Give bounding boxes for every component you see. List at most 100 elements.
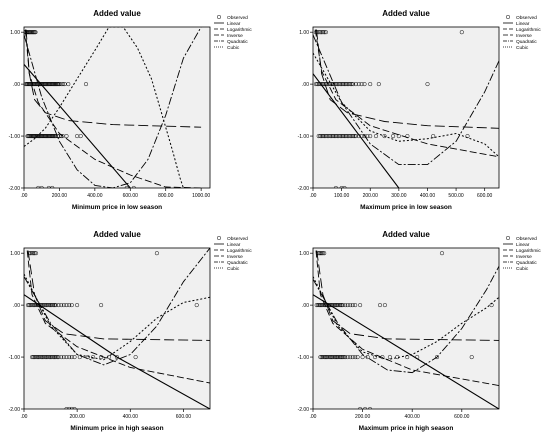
observed-point — [27, 303, 32, 308]
observed-point — [67, 303, 72, 308]
fit-line-quadratic — [313, 265, 499, 374]
observed-point — [61, 303, 66, 308]
observed-point — [29, 355, 35, 360]
observed-point — [340, 82, 346, 87]
observed-point — [349, 134, 354, 139]
observed-point — [91, 355, 96, 360]
chart-title: Added value — [93, 9, 141, 18]
fit-line-logarithmic — [24, 29, 202, 188]
observed-point — [43, 303, 48, 308]
observed-point — [348, 303, 353, 308]
observed-point — [33, 30, 38, 35]
observed-point — [346, 134, 351, 139]
plot-frame — [23, 26, 211, 189]
observed-point — [37, 355, 42, 360]
chart-title: Added value — [382, 9, 430, 18]
observed-point — [316, 134, 321, 139]
observed-point — [343, 82, 348, 87]
y-tick-label: -1.00 — [298, 355, 310, 361]
observed-point — [29, 303, 35, 308]
fit-line-inverse — [316, 250, 499, 341]
observed-point — [64, 406, 69, 409]
observed-point — [59, 134, 64, 139]
observed-point — [338, 82, 343, 87]
observed-point — [59, 303, 64, 308]
observed-point — [64, 303, 69, 308]
observed-point — [319, 251, 324, 256]
x-tick-label: 400.00 — [405, 414, 421, 420]
observed-point — [325, 82, 330, 87]
observed-point — [345, 355, 350, 360]
observed-point — [36, 355, 41, 360]
y-tick-label: -2.00 — [298, 407, 310, 413]
observed-point — [33, 303, 39, 308]
legend-label-inverse: Inverse — [227, 254, 243, 260]
legend: ObservedLinearLogarithmicInverseQuadrati… — [214, 236, 252, 272]
observed-point — [33, 251, 39, 256]
observed-point — [40, 303, 45, 308]
observed-point — [377, 303, 383, 308]
x-tick-label: 200.00 — [69, 414, 85, 420]
observed-point — [319, 30, 324, 35]
observed-point — [342, 134, 347, 139]
observed-point — [67, 406, 72, 409]
observed-points — [314, 251, 494, 409]
x-tick-label: 100.00 — [334, 193, 350, 199]
observed-point — [49, 355, 54, 360]
observed-point — [415, 355, 420, 360]
observed-point — [59, 355, 64, 360]
observed-point — [382, 134, 387, 139]
observed-point — [25, 303, 31, 308]
legend-label-linear: Linear — [227, 242, 241, 248]
observed-point — [365, 355, 370, 360]
legend-label-quadratic: Quadratic — [516, 39, 537, 45]
observed-point — [154, 251, 159, 256]
x-tick-label: 1000.00 — [192, 193, 210, 199]
fit-line-cubic — [24, 273, 210, 361]
observed-point — [320, 251, 325, 256]
fit-line-cubic — [24, 27, 184, 188]
y-tick-label: -1.00 — [298, 134, 310, 140]
observed-point — [56, 355, 61, 360]
observed-point — [335, 134, 340, 139]
observed-point — [51, 303, 56, 308]
fit-line-inverse — [25, 29, 202, 128]
legend-marker-observed — [505, 235, 511, 241]
observed-point — [72, 406, 77, 409]
observed-point — [469, 355, 474, 360]
observed-point — [425, 82, 430, 87]
observed-point — [39, 303, 44, 308]
legend: ObservedLinearLogarithmicInverseQuadrati… — [214, 15, 252, 51]
observed-point — [47, 355, 52, 360]
legend-label-observed: Observed — [227, 15, 248, 21]
observed-point — [48, 303, 53, 308]
plot-area — [24, 27, 210, 188]
observed-point — [348, 134, 353, 139]
observed-point — [387, 355, 392, 360]
observed-point — [434, 355, 440, 360]
legend-label-linear: Linear — [227, 21, 241, 27]
observed-point — [320, 82, 326, 87]
observed-point — [78, 134, 83, 139]
observed-point — [61, 355, 66, 360]
observed-point — [83, 82, 89, 87]
observed-point — [322, 134, 327, 139]
observed-point — [382, 303, 387, 308]
legend-label-observed: Observed — [516, 15, 537, 21]
legend-label-linear: Linear — [516, 21, 530, 27]
legend-label-cubic: Cubic — [227, 45, 240, 51]
observed-point — [106, 355, 112, 360]
observed-point — [340, 134, 346, 139]
observed-point — [320, 134, 326, 139]
fit-line-inverse — [27, 250, 210, 341]
observed-point — [313, 30, 318, 35]
observed-point — [45, 303, 50, 308]
observed-point — [431, 134, 436, 139]
y-tick-label: -1.00 — [9, 134, 21, 140]
observed-point — [348, 82, 353, 87]
legend-label-linear: Linear — [516, 242, 530, 248]
legend-label-inverse: Inverse — [516, 33, 532, 39]
